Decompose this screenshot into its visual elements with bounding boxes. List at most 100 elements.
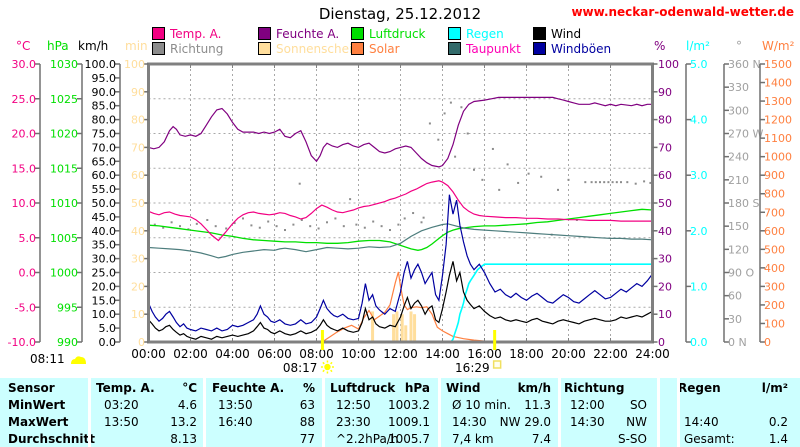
svg-text:30.0: 30.0 (92, 253, 117, 266)
svg-text:0.0: 0.0 (99, 336, 117, 349)
svg-text:270 W: 270 W (728, 128, 763, 141)
svg-text:50: 50 (131, 197, 145, 210)
svg-text:40.0: 40.0 (92, 225, 117, 238)
svg-text:1100: 1100 (764, 132, 792, 145)
svg-text:300: 300 (728, 104, 749, 117)
svg-text:22:00: 22:00 (593, 347, 628, 361)
legend-item-luftdruck: Luftdruck (351, 27, 426, 40)
table-cell-value: SO (629, 398, 647, 412)
svg-text:60: 60 (131, 169, 145, 182)
table-cell-value: 8.13 (170, 432, 197, 446)
table-separator (88, 378, 91, 447)
svg-text:70.0: 70.0 (92, 141, 117, 154)
svg-text:5.0: 5.0 (19, 232, 37, 245)
svg-text:1025: 1025 (50, 93, 78, 106)
table-cell-value: 11.3 (524, 398, 551, 412)
series-sonnenschein (371, 311, 417, 342)
svg-text:70: 70 (131, 141, 145, 154)
svg-text:20:00: 20:00 (551, 347, 586, 361)
legend-label: Temp. A. (170, 26, 222, 41)
table-cell-value: 13.2 (170, 415, 197, 429)
table-col-name: Regen (678, 381, 721, 395)
svg-text:90: 90 (131, 86, 145, 99)
svg-text:95.0: 95.0 (92, 72, 117, 85)
axis-header-min: min (125, 39, 148, 53)
svg-text:1.0: 1.0 (690, 280, 708, 293)
table-cell-time: 7,4 km (452, 432, 494, 446)
legend-swatch (258, 27, 271, 40)
svg-text:10: 10 (658, 308, 672, 321)
svg-text:600: 600 (764, 225, 785, 238)
axis-header-dir: ° (736, 39, 742, 53)
svg-text:500: 500 (764, 243, 785, 256)
table-col-unit: % (302, 381, 315, 395)
legend-item-wind: Wind (533, 27, 581, 40)
table-cell-value: 1.4 (768, 432, 788, 446)
site-url-link[interactable]: www.neckar-odenwald-wetter.de (571, 5, 794, 19)
table-cell-value: 4.6 (177, 398, 197, 412)
axis-header-hpa: hPa (47, 39, 69, 53)
x-axis-labels: 00:00 02:00 04:00 06:00 08:00 10:00 12:00 14:00… (131, 347, 670, 361)
svg-text:0: 0 (658, 336, 665, 349)
svg-text:02:00: 02:00 (173, 347, 208, 361)
table-cell-value: 1009.1 (388, 415, 430, 429)
legend-item-solar: Solar (351, 42, 400, 55)
legend-item-richtung: Richtung (152, 42, 223, 55)
svg-text:80: 80 (131, 114, 145, 127)
svg-text:06:00: 06:00 (257, 347, 292, 361)
svg-text:1005: 1005 (50, 232, 78, 245)
table-cell-value: 1003.2 (388, 398, 430, 412)
series-solar (148, 271, 653, 343)
sun-markers: 08:17 16:29 (283, 330, 502, 375)
axis-header-pct: % (654, 39, 666, 53)
table-cell-time: Ø 10 min. (452, 398, 511, 412)
svg-text:10.0: 10.0 (92, 308, 117, 321)
table-row-label: MaxWert (8, 415, 69, 429)
sunset-time-label: 16:29 (455, 361, 490, 375)
table-cell-time: 13:50 (218, 398, 253, 412)
svg-text:5.0: 5.0 (690, 58, 708, 71)
legend-item-sonnenschein: Sonnenschein (258, 42, 360, 55)
svg-text:2.0: 2.0 (690, 225, 708, 238)
axis-temp: 30.0 25.0 20.0 15.0 10.0 5.0 0.0 -5.0 -10.0 (8, 58, 41, 349)
svg-text:75.0: 75.0 (92, 128, 117, 141)
svg-text:80.0: 80.0 (92, 114, 117, 127)
svg-text:20: 20 (131, 280, 145, 293)
svg-text:85.0: 85.0 (92, 100, 117, 113)
svg-text:30: 30 (728, 313, 742, 326)
table-col-unit: l/m² (761, 381, 788, 395)
svg-text:18:00: 18:00 (509, 347, 544, 361)
table-col-name: Feuchte A. (212, 381, 285, 395)
table-cell-time: Gesamt: (684, 432, 735, 446)
series-taupunkt (148, 223, 653, 259)
table-separator (203, 378, 206, 447)
svg-text:1000: 1000 (50, 267, 78, 280)
svg-text:995: 995 (57, 301, 78, 314)
svg-text:50: 50 (658, 197, 672, 210)
series-richtung (153, 101, 652, 239)
svg-text:330: 330 (728, 81, 749, 94)
table-row-label: Sensor (8, 381, 55, 395)
svg-text:55.0: 55.0 (92, 183, 117, 196)
table-cell-time: 12:50 (336, 398, 371, 412)
sunrise-time-label: 08:17 (283, 361, 318, 375)
svg-text:08:00: 08:00 (299, 347, 334, 361)
table-cell-time: 14:30 (570, 415, 605, 429)
axis-header-kmh: km/h (78, 39, 109, 53)
table-separator (438, 378, 441, 447)
svg-text:90.0: 90.0 (92, 86, 117, 99)
axis-rain: 5.0 4.0 3.0 2.0 1.0 0.0 (685, 58, 708, 349)
svg-text:300: 300 (764, 280, 785, 293)
svg-text:40: 40 (658, 225, 672, 238)
svg-text:700: 700 (764, 206, 785, 219)
svg-text:-5.0: -5.0 (15, 301, 36, 314)
svg-text:20: 20 (658, 280, 672, 293)
svg-text:10:00: 10:00 (341, 347, 376, 361)
table-cell-time: 03:20 (104, 398, 139, 412)
svg-text:90 O: 90 O (728, 267, 754, 280)
svg-text:10: 10 (131, 308, 145, 321)
table-cell-value: 63 (299, 398, 315, 412)
svg-text:15.0: 15.0 (92, 294, 117, 307)
legend-item-taupunkt: Taupunkt (448, 42, 521, 55)
